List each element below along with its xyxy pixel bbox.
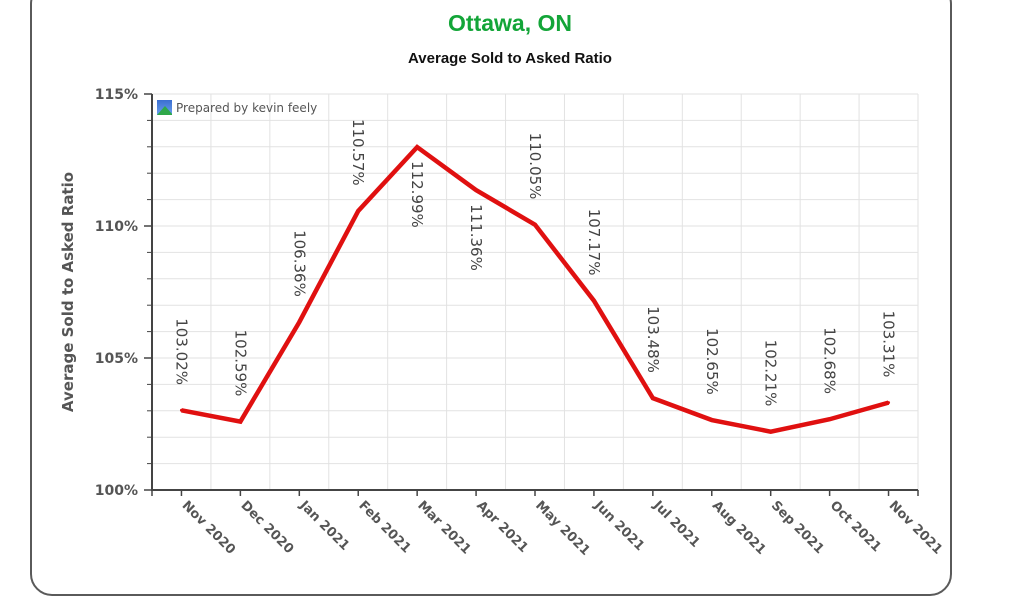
data-point xyxy=(592,299,596,303)
y-tick-label: 110% xyxy=(95,219,138,235)
data-label: 102.68% xyxy=(821,327,839,394)
chart-logo-icon xyxy=(157,100,172,115)
axes xyxy=(144,93,919,496)
x-tick-label: Nov 2020 xyxy=(179,498,238,557)
data-label: 102.59% xyxy=(231,330,249,397)
tick-labels: 100% 105% 110% 115% Nov 2020 Dec 2020 Jan 2021… xyxy=(59,87,945,559)
data-label: 103.48% xyxy=(644,306,662,373)
data-point xyxy=(238,420,242,424)
data-point xyxy=(828,417,832,421)
x-tick-label: Aug 2021 xyxy=(709,498,769,558)
data-label: 103.31% xyxy=(880,311,898,378)
data-label: 110.05% xyxy=(526,133,544,200)
y-tick-label: 100% xyxy=(95,483,138,499)
x-tick-label: Jul 2021 xyxy=(649,498,702,551)
x-tick-label: Mar 2021 xyxy=(414,498,473,557)
x-tick-label: Jun 2021 xyxy=(590,498,647,555)
data-label: 102.21% xyxy=(762,340,780,407)
chart-title: Ottawa, ON xyxy=(448,10,572,36)
x-tick-label: Oct 2021 xyxy=(827,498,884,555)
series-line xyxy=(179,144,891,434)
data-label: 111.36% xyxy=(467,204,485,271)
data-point xyxy=(651,396,655,400)
y-tick-label: 115% xyxy=(95,87,138,103)
data-point xyxy=(710,418,714,422)
x-tick-label: Nov 2021 xyxy=(886,498,945,557)
data-label: 106.36% xyxy=(290,230,308,297)
credit: Prepared by kevin feely xyxy=(157,100,317,115)
data-point xyxy=(415,145,419,149)
data-point xyxy=(179,408,183,412)
chart-subtitle: Average Sold to Asked Ratio xyxy=(408,50,612,67)
data-label: 107.17% xyxy=(585,209,603,276)
data-point xyxy=(887,401,891,405)
data-label: 112.99% xyxy=(408,161,426,228)
credit-text: Prepared by kevin feely xyxy=(176,100,318,115)
data-point xyxy=(533,223,537,227)
data-point xyxy=(356,209,360,213)
x-tick-label: May 2021 xyxy=(532,498,592,558)
x-tick-label: Sep 2021 xyxy=(768,498,827,557)
x-tick-label: Jan 2021 xyxy=(296,498,352,554)
x-tick-label: Dec 2020 xyxy=(238,498,297,557)
data-point xyxy=(474,188,478,192)
data-labels: 103.02% 102.59% 106.36% 110.57% 112.99% 111.3… xyxy=(172,119,897,406)
grid-lines xyxy=(152,93,919,490)
chart-card xyxy=(30,0,952,596)
data-point xyxy=(297,320,301,324)
data-label: 102.65% xyxy=(703,328,721,395)
x-tick-label: Feb 2021 xyxy=(355,498,413,556)
data-label: 110.57% xyxy=(349,119,367,186)
data-label: 103.02% xyxy=(172,318,190,385)
x-tick-label: Apr 2021 xyxy=(473,498,531,556)
y-tick-label: 105% xyxy=(95,351,138,367)
y-axis-title: Average Sold to Asked Ratio xyxy=(59,172,77,412)
data-point xyxy=(769,430,773,434)
